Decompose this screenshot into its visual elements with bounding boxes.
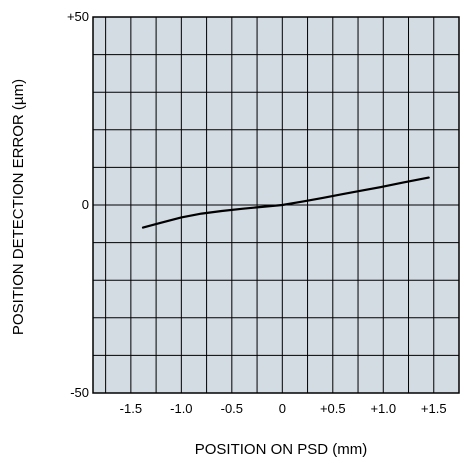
y-tick-label: -50	[70, 385, 89, 400]
x-tick-label: -1.5	[120, 401, 142, 416]
data-series-line	[141, 176, 430, 229]
series-layer	[141, 176, 430, 229]
x-axis-ticks: -1.5 -1.0 -0.5 0 +0.5 +1.0 +1.5	[120, 401, 447, 416]
y-axis-label: POSITION DETECTION ERROR (µm)	[10, 79, 27, 335]
x-tick-label: -1.0	[170, 401, 192, 416]
y-axis-ticks: +50 0 -50	[67, 9, 89, 400]
grid	[93, 17, 459, 393]
x-tick-label: +1.0	[370, 401, 396, 416]
x-tick-label: +0.5	[320, 401, 346, 416]
y-tick-label: 0	[82, 197, 89, 212]
x-tick-label: 0	[279, 401, 286, 416]
x-tick-label: +1.5	[421, 401, 447, 416]
x-axis-label: POSITION ON PSD (mm)	[195, 441, 368, 458]
plot-frame	[92, 16, 460, 394]
x-tick-label: -0.5	[221, 401, 243, 416]
y-tick-label: +50	[67, 9, 89, 24]
